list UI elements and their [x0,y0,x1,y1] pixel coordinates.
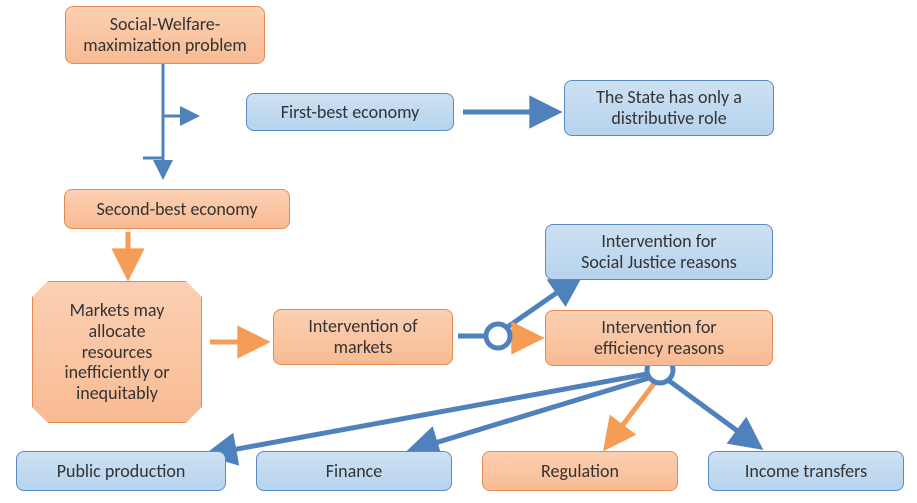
label: Intervention forSocial Justice reasons [581,231,737,272]
node-statedist: The State has only adistributive role [564,80,774,136]
node-socjust: Intervention forSocial Justice reasons [545,224,773,280]
node-effrsn: Intervention forefficiency reasons [545,310,773,366]
node-regul: Regulation [482,451,678,491]
label: First-best economy [281,102,420,123]
node-interv: Intervention ofmarkets [273,309,453,365]
label: Intervention ofmarkets [308,316,417,357]
node-swm: Social-Welfare-maximization problem [65,6,265,64]
label: The State has only adistributive role [596,87,742,128]
node-markets: Markets mayallocateresourcesinefficientl… [32,281,202,423]
label: Markets mayallocateresourcesinefficientl… [64,300,169,403]
label: Finance [326,461,383,482]
node-first: First-best economy [246,93,454,131]
node-second: Second-best economy [64,189,290,229]
node-pubprod: Public production [16,451,226,491]
label: Income transfers [745,461,867,482]
label: Regulation [541,461,619,482]
node-incxfer: Income transfers [708,451,904,491]
connectors-layer [0,0,917,503]
label: Public production [57,461,186,482]
node-finance: Finance [256,451,452,491]
label: Second-best economy [96,199,257,220]
label: Social-Welfare-maximization problem [83,14,246,55]
label: Intervention forefficiency reasons [594,317,724,358]
